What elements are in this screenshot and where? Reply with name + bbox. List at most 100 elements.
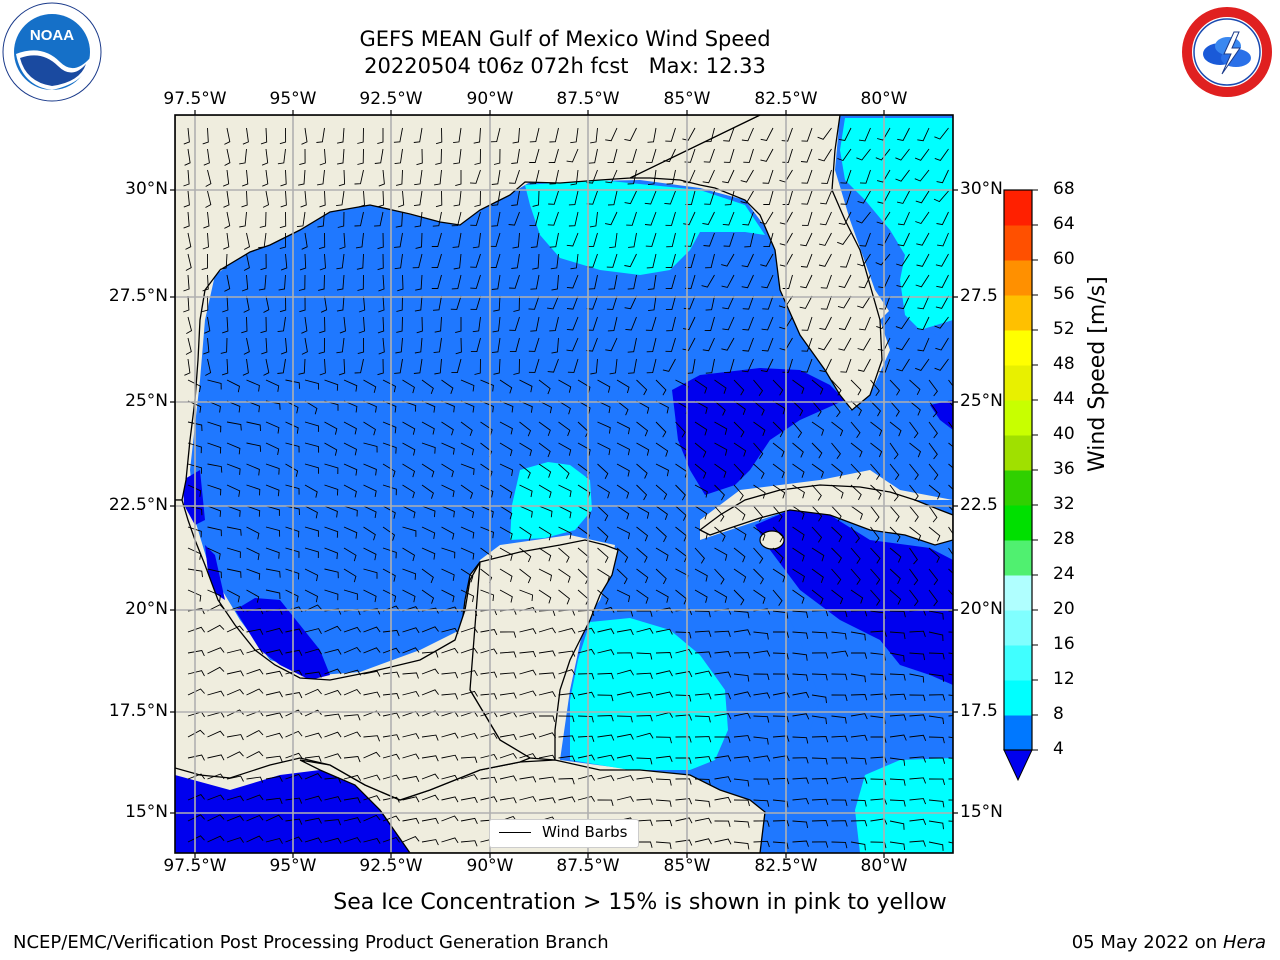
wind-barb: [792, 652, 808, 661]
wind-barb: [792, 547, 805, 562]
wind-barb: [207, 379, 222, 390]
wind-barb: [928, 652, 945, 660]
wind-barb: [859, 316, 871, 331]
wind-barb: [499, 421, 513, 435]
wind-barb: [831, 735, 848, 743]
wind-barb: [744, 232, 754, 248]
wind-barb: [870, 421, 883, 437]
wind-barb: [628, 232, 637, 248]
wind-barb: [831, 484, 844, 499]
lon-tick-label: 97.5°W: [163, 89, 227, 109]
wind-barb: [263, 295, 270, 313]
wind-barb: [801, 127, 813, 142]
wind-barb: [675, 631, 692, 639]
wind-barb: [509, 316, 520, 331]
wind-barb: [733, 691, 751, 698]
wind-barb: [512, 127, 520, 144]
wind-barb: [646, 337, 657, 353]
wind-barb: [733, 484, 744, 501]
wind-barb: [324, 463, 339, 475]
wind-barb: [298, 274, 306, 291]
wind-barb: [558, 778, 575, 785]
wind-barb: [928, 820, 944, 830]
wind-barb: [566, 274, 579, 289]
wind-barb: [948, 463, 953, 469]
wind-barb: [183, 169, 190, 187]
wind-barb: [421, 442, 436, 454]
wind-barb: [280, 169, 287, 187]
wind-barb: [265, 775, 283, 782]
wind-barb: [265, 814, 283, 822]
wind-barb: [772, 715, 789, 723]
wind-barb: [441, 754, 459, 761]
wind-barb: [811, 736, 829, 743]
colorbar-tick-label: 32: [1053, 494, 1075, 514]
wind-barb: [246, 688, 264, 696]
wind-barb: [820, 274, 832, 289]
wind-barb: [636, 652, 653, 660]
wind-barb: [469, 169, 481, 184]
wind-barb: [363, 505, 377, 518]
wind-barb: [859, 232, 871, 247]
wind-barb: [460, 421, 473, 437]
wind-barb: [246, 421, 261, 432]
wind-barb: [493, 295, 501, 312]
wind-barb: [909, 442, 922, 458]
wind-barb: [850, 820, 868, 827]
wind-barb: [558, 484, 572, 498]
wind-barb: [285, 463, 299, 477]
wind-barb: [655, 484, 668, 500]
wind-barb: [714, 630, 731, 638]
colorbar-tick-label: 48: [1053, 354, 1075, 374]
wind-barb: [492, 316, 501, 333]
wind-barb: [186, 316, 193, 334]
wind-barb: [577, 442, 591, 456]
wind-barb: [558, 421, 571, 437]
wind-barb: [655, 670, 673, 677]
wind-barb: [831, 568, 842, 585]
wind-barb: [300, 190, 307, 208]
wind-barb: [723, 148, 735, 163]
wind-barb: [760, 358, 774, 373]
wind-barb: [220, 337, 228, 354]
wind-barb: [879, 295, 891, 310]
wind-barb: [265, 670, 283, 677]
wind-barb: [207, 754, 225, 761]
wind-barb: [246, 628, 264, 635]
wind-barb: [820, 190, 832, 205]
wind-barb: [265, 505, 280, 516]
wind-barb: [318, 274, 325, 291]
wind-barb: [636, 610, 653, 617]
wind-barb: [246, 648, 264, 655]
wind-barb: [733, 589, 745, 606]
wind-barb: [782, 190, 793, 205]
wind-barb: [889, 484, 899, 502]
wind-barb: [207, 666, 225, 675]
wind-barb: [838, 127, 852, 142]
wind-barb: [304, 463, 319, 474]
wind-barb: [889, 610, 906, 618]
wind-barb: [655, 547, 669, 562]
wind-barb: [909, 505, 919, 522]
wind-barb: [395, 169, 403, 186]
wind-barb: [597, 754, 615, 761]
wind-barb: [831, 526, 843, 543]
wind-barb: [705, 295, 715, 311]
wind-barb: [792, 820, 809, 829]
wind-barb: [761, 337, 774, 352]
lat-tick-label: 30°N: [960, 179, 1003, 199]
wind-barb: [909, 798, 927, 805]
wind-barb: [480, 648, 498, 655]
wind-barb: [201, 254, 208, 271]
wind-barb: [722, 316, 735, 331]
wind-barb: [655, 526, 667, 543]
wind-barb: [378, 337, 385, 355]
wind-barb: [831, 650, 849, 657]
wind-barb: [265, 712, 283, 719]
wind-barb: [221, 358, 229, 376]
wind-barb: [207, 773, 225, 780]
wind-barb: [896, 358, 910, 372]
wind-barb: [811, 442, 823, 459]
wind-barb: [336, 295, 345, 312]
wind-barb: [558, 796, 576, 803]
